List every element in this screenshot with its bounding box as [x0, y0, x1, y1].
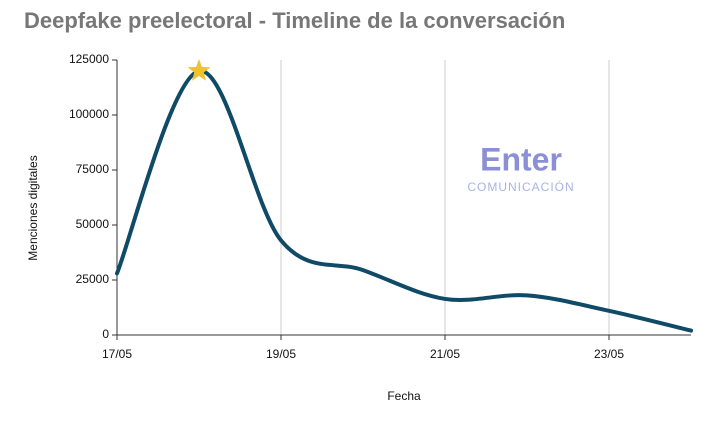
- x-tick-label: 21/05: [430, 347, 460, 361]
- x-tick-label: 19/05: [266, 347, 296, 361]
- x-tick-label: 23/05: [594, 347, 624, 361]
- chart-title: Deepfake preelectoral - Timeline de la c…: [24, 8, 565, 33]
- x-axis-label: Fecha: [387, 389, 421, 403]
- y-tick-label: 50000: [76, 217, 110, 231]
- x-tick-label: 17/05: [102, 347, 132, 361]
- y-tick-label: 0: [102, 327, 109, 341]
- line-series: [115, 69, 693, 333]
- y-tick-label: 25000: [76, 272, 110, 286]
- y-tick-label: 75000: [76, 162, 110, 176]
- logo-subtitle: COMUNICACIÓN: [467, 179, 574, 194]
- y-tick-label: 125000: [69, 52, 109, 66]
- y-tick-label: 100000: [69, 107, 109, 121]
- peak-star: [187, 59, 211, 81]
- y-axis-label: Menciones digitales: [26, 155, 40, 260]
- logo-name: Enter: [480, 141, 562, 177]
